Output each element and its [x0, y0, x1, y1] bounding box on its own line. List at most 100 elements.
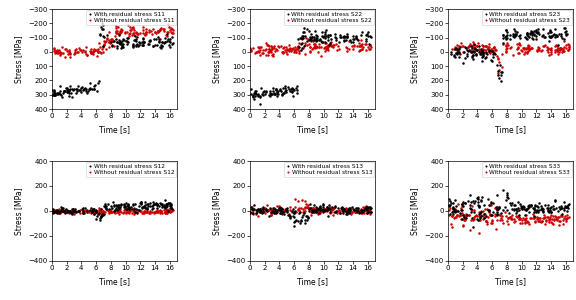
Point [51, 90, 60, 95]
Point [354, 44, 363, 48]
Point [324, 48, 333, 53]
Point [117, 45, 126, 50]
Point [247, 205, 256, 210]
Point [547, 46, 556, 51]
Point [342, 34, 351, 39]
Point [287, 47, 296, 52]
Point [316, 53, 325, 58]
Point [335, 207, 344, 212]
Point [359, 210, 368, 215]
Point [52, 49, 62, 53]
Point [464, 44, 473, 48]
Point [535, 215, 544, 220]
Point [328, 204, 337, 209]
Point [544, 220, 554, 224]
Point [66, 208, 75, 213]
Point [487, 221, 497, 226]
Point [502, 207, 511, 212]
Point [489, 50, 498, 55]
Point [289, 211, 298, 215]
Point [263, 208, 272, 213]
Point [66, 51, 75, 56]
Point [467, 209, 476, 214]
Point [277, 88, 286, 93]
Point [538, 216, 547, 221]
Point [140, 204, 149, 209]
Point [64, 91, 73, 96]
Point [558, 47, 567, 52]
Point [123, 206, 132, 210]
Point [485, 50, 494, 55]
Point [75, 208, 85, 213]
Point [96, 213, 105, 218]
Point [116, 26, 125, 31]
Point [321, 35, 330, 40]
Point [455, 52, 464, 56]
Point [445, 199, 454, 203]
Point [78, 206, 87, 211]
Point [268, 53, 278, 58]
Point [153, 29, 162, 34]
Point [542, 48, 551, 52]
Point [132, 208, 141, 212]
Point [480, 206, 490, 211]
Point [138, 35, 147, 40]
Point [294, 49, 303, 53]
Point [52, 92, 61, 96]
Point [68, 207, 77, 212]
Point [322, 34, 331, 38]
Point [560, 208, 569, 213]
Point [303, 218, 312, 223]
Point [490, 45, 499, 50]
Point [82, 210, 92, 214]
Point [512, 47, 521, 52]
Point [162, 204, 171, 208]
Point [505, 214, 514, 219]
Point [263, 208, 272, 213]
Point [362, 207, 372, 212]
Point [289, 207, 298, 212]
Point [104, 38, 113, 43]
Point [61, 46, 70, 51]
Point [460, 217, 469, 222]
Point [118, 28, 127, 32]
Point [562, 32, 571, 37]
Point [506, 46, 515, 51]
Point [323, 46, 332, 51]
Point [316, 208, 325, 212]
Point [268, 207, 278, 212]
Point [539, 208, 548, 213]
Point [263, 203, 272, 208]
Point [261, 46, 270, 51]
Point [552, 47, 562, 52]
Point [558, 211, 567, 216]
Point [478, 48, 487, 53]
Point [328, 212, 338, 217]
Point [162, 39, 172, 44]
Point [312, 205, 321, 209]
Point [130, 38, 139, 43]
Point [354, 211, 363, 216]
Point [522, 32, 532, 36]
Point [495, 204, 504, 209]
Point [100, 205, 109, 209]
Point [355, 208, 364, 213]
Point [165, 42, 174, 47]
Point [141, 200, 150, 204]
Point [502, 46, 511, 51]
Point [499, 33, 508, 38]
Point [482, 214, 491, 219]
Point [481, 44, 490, 48]
Point [96, 215, 105, 220]
Point [518, 46, 528, 51]
Point [365, 207, 374, 212]
Point [308, 205, 317, 210]
Point [489, 50, 498, 55]
Point [529, 214, 538, 219]
Point [104, 202, 113, 207]
Point [152, 208, 161, 213]
Point [92, 210, 101, 215]
Point [92, 209, 101, 214]
Point [321, 46, 331, 51]
Point [51, 208, 60, 213]
